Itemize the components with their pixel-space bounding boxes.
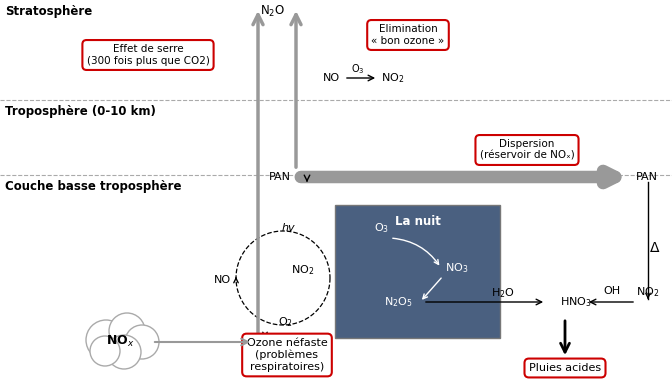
Circle shape <box>107 335 141 369</box>
Text: Troposphère (0-10 km): Troposphère (0-10 km) <box>5 105 156 118</box>
Text: Ozone néfaste
(problèmes
respiratoires): Ozone néfaste (problèmes respiratoires) <box>247 338 327 372</box>
Text: N$_2$O$_5$: N$_2$O$_5$ <box>384 295 413 309</box>
Text: PAN: PAN <box>269 172 291 182</box>
Text: O$_2$: O$_2$ <box>278 315 294 329</box>
Text: OH: OH <box>603 286 620 296</box>
Circle shape <box>86 320 126 360</box>
Text: hv: hv <box>281 223 295 233</box>
Text: Dispersion
(réservoir de NOₓ): Dispersion (réservoir de NOₓ) <box>480 139 575 161</box>
Text: NO: NO <box>214 275 231 285</box>
Text: NO$_2$: NO$_2$ <box>291 263 314 277</box>
Text: Couche basse troposphère: Couche basse troposphère <box>5 180 181 193</box>
Circle shape <box>109 313 145 349</box>
Bar <box>335 205 500 338</box>
Text: NO$_2$: NO$_2$ <box>636 285 660 299</box>
Text: PAN: PAN <box>636 172 658 182</box>
Text: Stratosphère: Stratosphère <box>5 5 92 18</box>
Text: Elimination
« bon ozone »: Elimination « bon ozone » <box>372 24 445 46</box>
Circle shape <box>125 325 159 359</box>
Text: O$_3$: O$_3$ <box>351 62 365 76</box>
Text: Effet de serre
(300 fois plus que CO2): Effet de serre (300 fois plus que CO2) <box>87 44 210 66</box>
Text: O$_3$: O$_3$ <box>374 221 390 235</box>
Text: La nuit: La nuit <box>394 215 440 228</box>
Text: Pluies acides: Pluies acides <box>529 363 601 373</box>
Text: N$_2$O: N$_2$O <box>260 4 285 19</box>
Text: O$_3$: O$_3$ <box>257 347 273 361</box>
Text: HNO$_3$: HNO$_3$ <box>560 295 592 309</box>
Text: NO$_3$: NO$_3$ <box>445 261 468 275</box>
Circle shape <box>90 336 120 366</box>
Text: NO$_x$: NO$_x$ <box>106 333 134 348</box>
Text: NO$_2$: NO$_2$ <box>381 71 405 85</box>
Text: H$_2$O: H$_2$O <box>491 286 515 300</box>
Text: NO: NO <box>323 73 340 83</box>
Text: $\Delta$: $\Delta$ <box>649 241 661 255</box>
